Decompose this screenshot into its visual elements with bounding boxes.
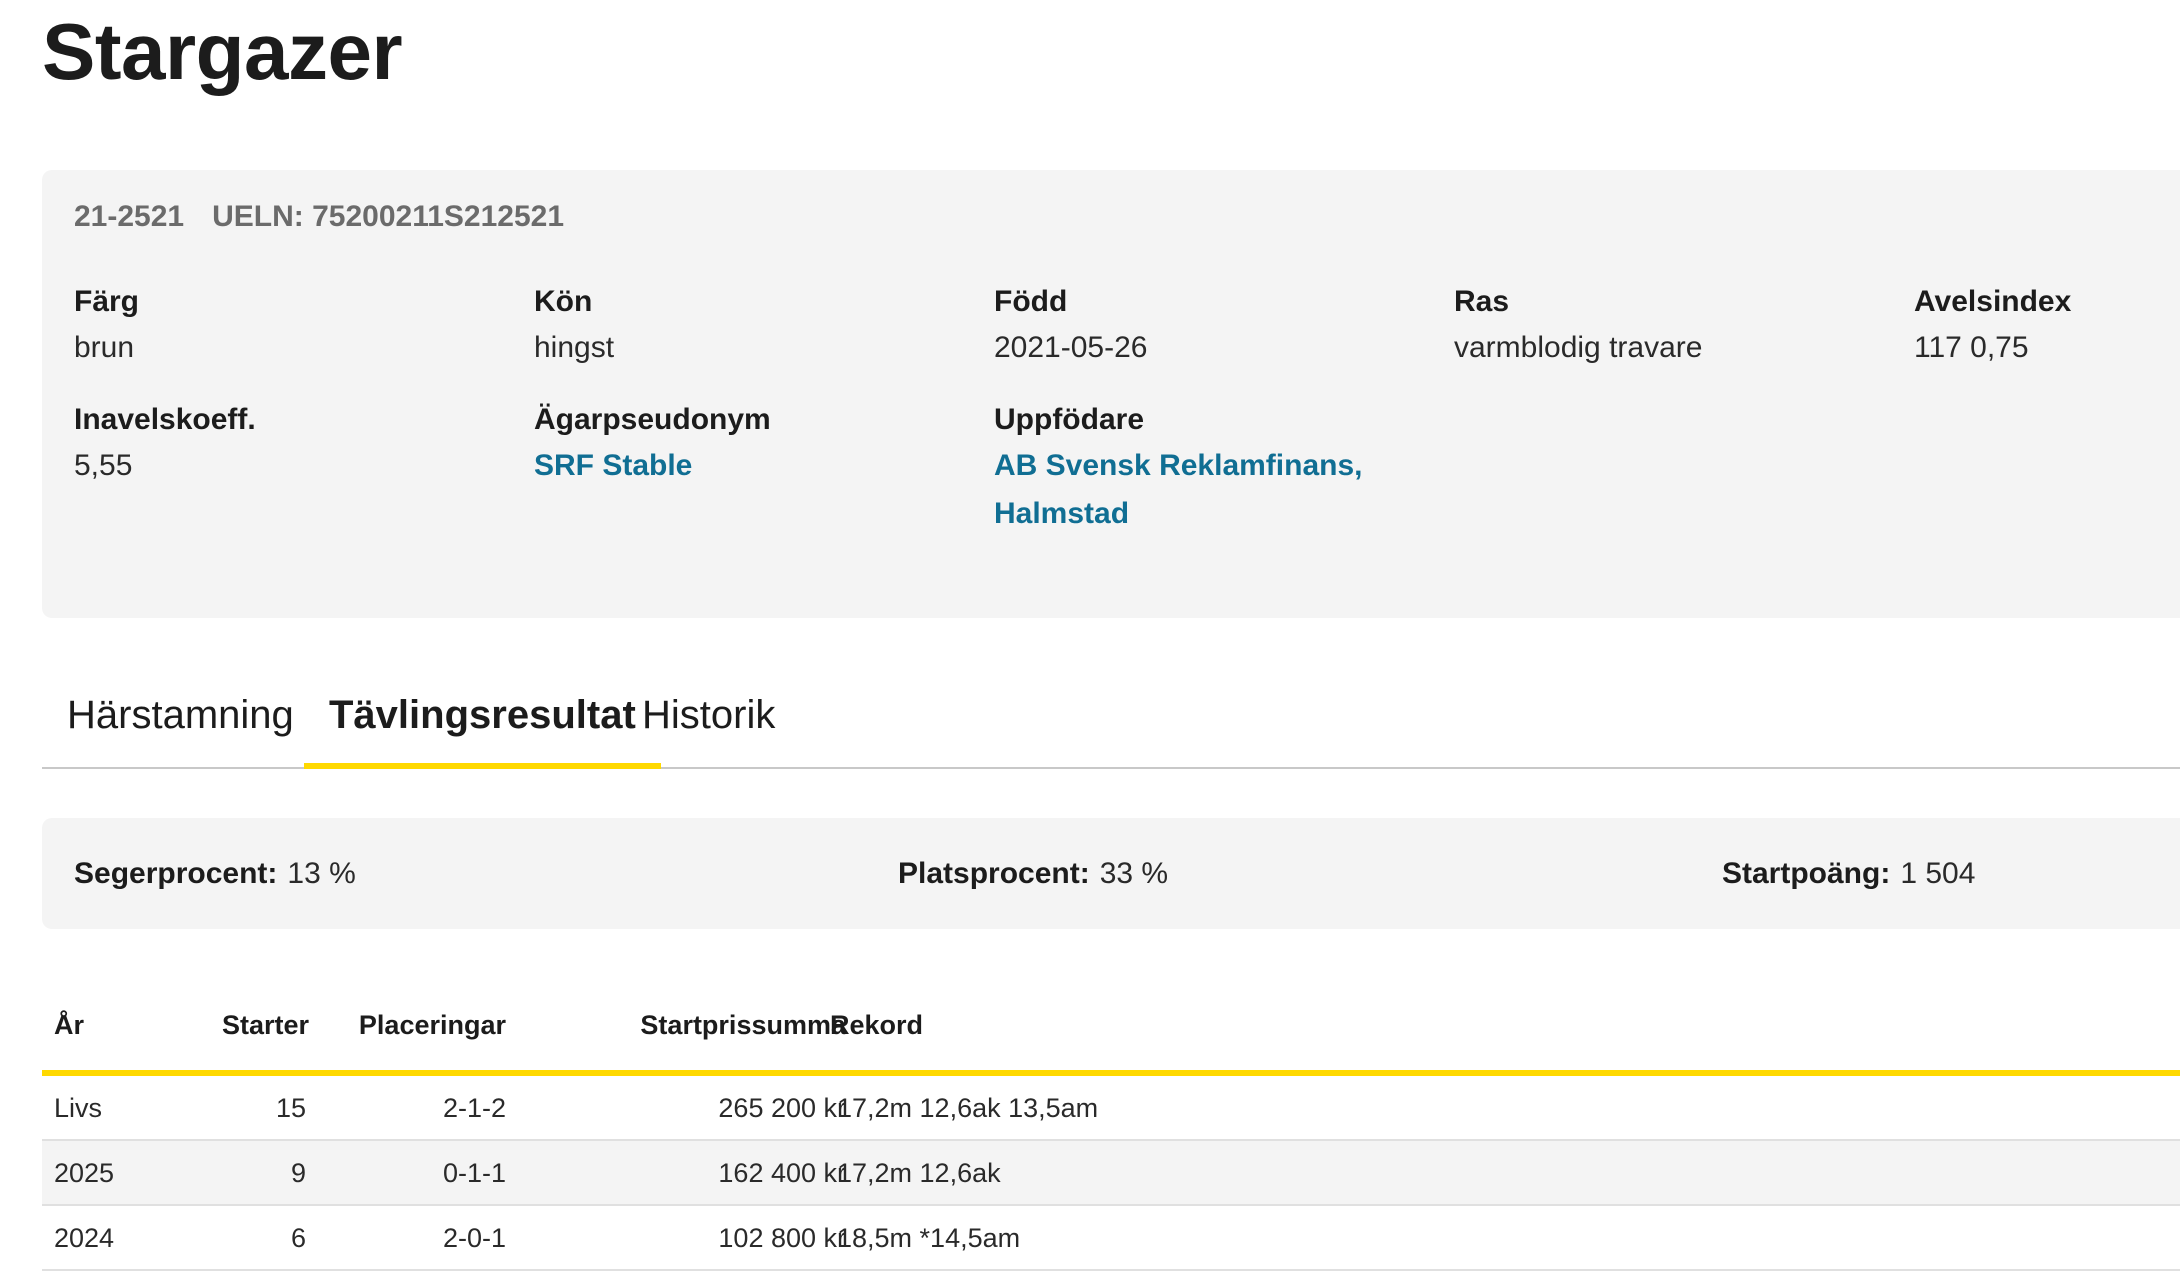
cell-starter: 9 (290, 1158, 306, 1188)
ueln-number: UELN: 75200211S212521 (212, 200, 565, 233)
cell-ar: 2025 (54, 1158, 115, 1188)
horse-info-card: 21-2521 UELN: 75200211S212521 Färg brun K… (42, 170, 2180, 618)
stat-value: 13 % (287, 857, 356, 890)
field-value: 117 0,75 (1914, 331, 2029, 364)
column-header-startprissumma[interactable]: Startprissumma (640, 1010, 846, 1040)
field-value: 5,55 (74, 449, 133, 482)
table-row: 2024 6 2-0-1 102 800 kr 18,5m *14,5am (42, 1206, 2180, 1271)
field-value: 2021-05-26 (994, 331, 1148, 364)
field-label: Inavelskoeff. (74, 403, 256, 436)
results-table: År Starter Placeringar Startprissumma Re… (42, 984, 2180, 1271)
stat-label: Platsprocent: (898, 857, 1090, 890)
stat-label: Startpoäng: (1722, 857, 1891, 890)
stat-value: 33 % (1099, 857, 1169, 890)
field-value: brun (74, 331, 135, 364)
cell-placeringar: 2-1-2 (442, 1093, 506, 1123)
cell-startprissumma: 162 400 kr (718, 1158, 846, 1188)
stat-platsprocent: Platsprocent: 33 % (898, 818, 1168, 929)
cell-rekord: 17,2m 12,6ak 13,5am (837, 1093, 1099, 1123)
horse-identifiers: 21-2521 UELN: 75200211S212521 (74, 200, 564, 234)
field-label: Avelsindex (1914, 285, 2072, 318)
cell-placeringar: 0-1-1 (442, 1158, 506, 1188)
page-title: Stargazer (42, 7, 403, 96)
tab-historik[interactable]: Historik (642, 693, 776, 737)
breeder-name: AB Svensk Reklamfinans, (994, 449, 1363, 482)
tab-harstamning[interactable]: Härstamning (67, 693, 294, 737)
tab-tavlingsresultat[interactable]: Tävlingsresultat (304, 665, 661, 769)
tab-bar: Härstamning Tävlingsresultat Historik (42, 665, 2180, 769)
cell-ar: 2024 (54, 1223, 115, 1253)
field-inavelskoeff: Inavelskoeff. 5,55 (74, 400, 514, 490)
field-label: Ras (1454, 285, 1510, 318)
field-agarpseudonym: Ägarpseudonym SRF Stable (534, 400, 974, 490)
field-ras: Ras varmblodig travare (1454, 282, 1894, 372)
owner-pseudonym-link[interactable]: SRF Stable (534, 449, 693, 482)
cell-startprissumma: 102 800 kr (718, 1223, 846, 1253)
cell-placeringar: 2-0-1 (442, 1223, 506, 1253)
column-header-starter[interactable]: Starter (222, 1010, 310, 1040)
table-row: 2025 9 0-1-1 162 400 kr 17,2m 12,6ak (42, 1141, 2180, 1206)
column-header-rekord[interactable]: Rekord (830, 1010, 924, 1040)
field-label: Kön (534, 285, 593, 318)
cell-startprissumma: 265 200 kr (718, 1093, 846, 1123)
cell-ar: Livs (54, 1093, 103, 1123)
field-uppfodare: Uppfödare AB Svensk Reklamfinans, Halmst… (994, 400, 1434, 538)
breeder-link[interactable]: AB Svensk Reklamfinans, Halmstad (994, 442, 1434, 538)
field-value: varmblodig travare (1454, 331, 1703, 364)
column-header-placeringar[interactable]: Placeringar (358, 1010, 506, 1040)
field-avelsindex: Avelsindex 117 0,75 (1914, 282, 2180, 372)
field-label: Uppfödare (994, 403, 1144, 436)
stat-startpoang: Startpoäng: 1 504 (1722, 818, 1975, 929)
column-header-ar[interactable]: År (54, 1010, 85, 1040)
breeder-location: Halmstad (994, 497, 1130, 530)
cell-starter: 15 (275, 1093, 306, 1123)
table-row: Livs 15 2-1-2 265 200 kr 17,2m 12,6ak 13… (42, 1076, 2180, 1141)
cell-rekord: 18,5m *14,5am (837, 1223, 1021, 1253)
field-value: hingst (534, 331, 615, 364)
cell-rekord: 17,2m 12,6ak (837, 1158, 1001, 1188)
stat-label: Segerprocent: (74, 857, 278, 890)
stats-summary: Segerprocent: 13 % Platsprocent: 33 % Star… (42, 818, 2180, 929)
field-label: Ägarpseudonym (534, 403, 771, 436)
field-label: Färg (74, 285, 140, 318)
table-header: År Starter Placeringar Startprissumma Re… (42, 984, 2180, 1076)
field-fodd: Född 2021-05-26 (994, 282, 1434, 372)
field-kon: Kön hingst (534, 282, 974, 372)
field-farg: Färg brun (74, 282, 514, 372)
stat-segerprocent: Segerprocent: 13 % (74, 818, 356, 929)
cell-starter: 6 (290, 1223, 306, 1253)
stat-value: 1 504 (1900, 857, 1976, 890)
field-label: Född (994, 285, 1068, 318)
registration-number: 21-2521 (74, 200, 185, 233)
